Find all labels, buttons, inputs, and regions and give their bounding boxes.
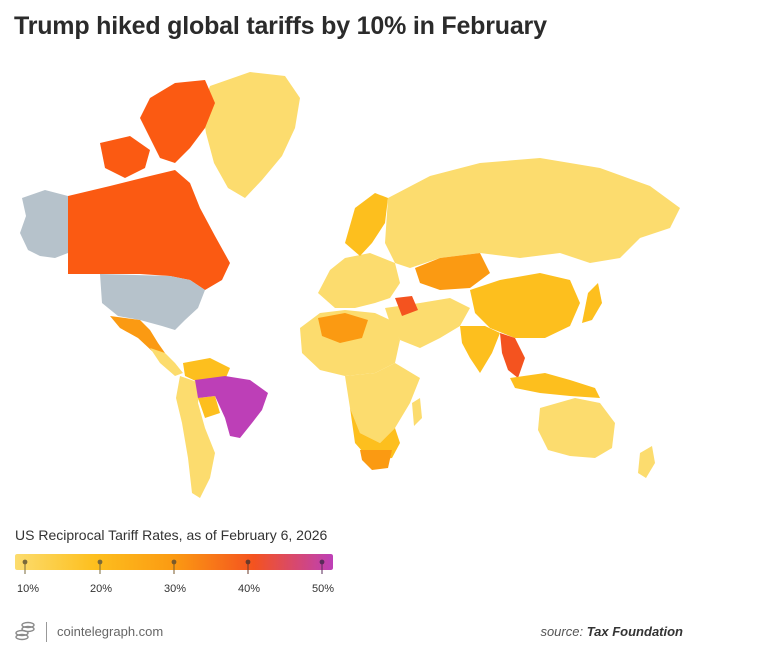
- legend-tick-40: 40%: [238, 583, 261, 595]
- chart-title: Trump hiked global tariffs by 10% in Feb…: [14, 12, 547, 40]
- region-europe: [318, 253, 400, 308]
- region-mexico: [110, 316, 165, 353]
- region-southern-africa: [350, 408, 400, 460]
- legend-title: US Reciprocal Tariff Rates, as of Februa…: [15, 527, 328, 543]
- region-russia: [385, 158, 680, 268]
- legend-tick-markers: [22, 559, 325, 574]
- region-south-africa: [360, 450, 392, 470]
- legend-tick-marker: [97, 559, 103, 574]
- region-new-zealand: [638, 446, 655, 478]
- region-usa: [100, 274, 205, 330]
- region-greenland: [202, 72, 300, 198]
- legend-tick-10: 10%: [17, 583, 40, 595]
- region-canada-islands: [140, 80, 215, 163]
- region-africa: [345, 363, 420, 443]
- region-canada-islands-west: [100, 136, 150, 178]
- region-brazil: [195, 376, 268, 438]
- region-venezuela: [183, 358, 230, 383]
- cointelegraph-logo-icon: [15, 621, 35, 641]
- legend-tick-20: 20%: [90, 583, 113, 595]
- region-madagascar: [412, 398, 422, 426]
- region-australia: [538, 398, 615, 458]
- source-prefix: source:: [540, 624, 584, 639]
- legend-tick-marker: [245, 559, 251, 574]
- region-libya: [318, 313, 368, 343]
- region-central-america: [150, 348, 183, 376]
- region-japan: [582, 283, 602, 323]
- region-syria-iraq: [395, 296, 418, 316]
- region-indonesia: [510, 373, 600, 398]
- legend-tick-marker: [319, 559, 325, 574]
- region-southeast-asia: [500, 333, 525, 378]
- region-scandinavia: [345, 193, 388, 256]
- footer-site-link[interactable]: cointelegraph.com: [57, 624, 164, 639]
- source-name: Tax Foundation: [586, 624, 683, 639]
- legend-tick-marker: [22, 559, 28, 574]
- legend-tick-50: 50%: [312, 583, 335, 595]
- legend-tick-30: 30%: [164, 583, 187, 595]
- region-alaska: [20, 190, 68, 258]
- region-kazakhstan: [415, 253, 490, 290]
- region-south-america: [176, 376, 215, 498]
- footer-source: source: Tax Foundation: [540, 624, 683, 639]
- region-bolivia: [198, 396, 220, 418]
- region-india: [460, 326, 500, 373]
- legend-tick-marker: [171, 559, 177, 574]
- region-china: [470, 273, 580, 338]
- region-canada: [68, 170, 230, 290]
- world-map: [20, 72, 680, 498]
- footer-divider: [46, 622, 47, 642]
